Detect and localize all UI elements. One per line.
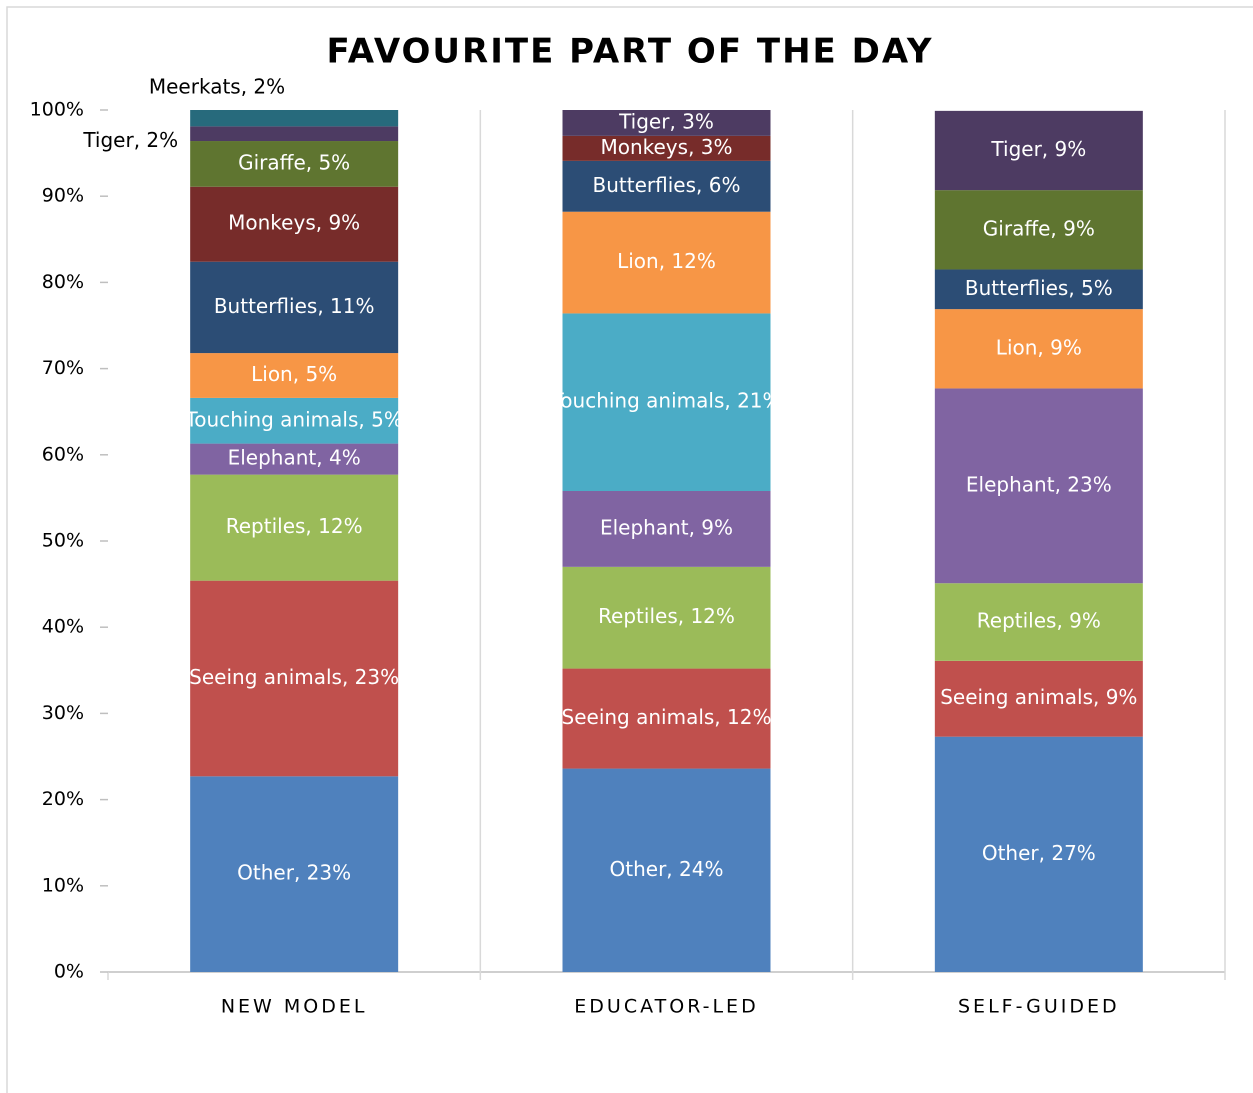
data-label: Elephant, 4% — [228, 446, 361, 470]
data-label: Seeing animals, 12% — [562, 705, 772, 729]
bar-segment — [190, 397, 399, 444]
bar-segment — [190, 580, 399, 777]
bar-segment — [562, 313, 771, 492]
data-label: Giraffe, 5% — [238, 150, 350, 174]
bar-segment — [934, 110, 1143, 191]
data-label: Other, 23% — [237, 861, 351, 885]
y-tick-label: 60% — [42, 443, 84, 465]
bar-segment — [562, 160, 771, 212]
data-label: Giraffe, 9% — [983, 216, 1095, 240]
y-tick-label: 10% — [42, 874, 84, 896]
bar-segment — [562, 211, 771, 314]
y-tick-label: 30% — [42, 702, 84, 724]
y-tick-label: 40% — [42, 616, 84, 638]
data-label: Other, 27% — [982, 841, 1096, 865]
data-label: Lion, 5% — [251, 362, 337, 386]
x-tick-label: EDUCATOR-LED — [574, 996, 758, 1018]
data-label: Other, 24% — [610, 857, 724, 881]
data-label: Touching animals, 21% — [550, 389, 781, 413]
y-tick-label: 100% — [30, 99, 84, 121]
data-label: Monkeys, 9% — [228, 211, 360, 235]
bar-segment — [934, 583, 1143, 661]
bar-segment — [190, 776, 399, 972]
bar-segment — [934, 309, 1143, 389]
data-label: Reptiles, 12% — [598, 604, 735, 628]
y-tick-label: 70% — [42, 357, 84, 379]
bar-segment — [562, 491, 771, 567]
bar-segment — [934, 269, 1143, 310]
data-label: Lion, 12% — [617, 249, 716, 273]
y-tick-label: 80% — [42, 271, 84, 293]
bar-segment — [562, 768, 771, 972]
y-tick-label: 50% — [42, 530, 84, 552]
x-tick-label: SELF-GUIDED — [958, 996, 1120, 1018]
data-label: Seeing animals, 9% — [940, 685, 1137, 709]
data-label: Tiger, 9% — [990, 137, 1086, 161]
bar-segment — [190, 261, 399, 354]
data-label: Monkeys, 3% — [600, 135, 732, 159]
data-label: Butterflies, 11% — [214, 294, 375, 318]
y-tick-label: 0% — [54, 961, 84, 983]
chart-frame — [6, 6, 1253, 1093]
data-label: Butterflies, 5% — [965, 276, 1113, 300]
data-label: Tiger, 2% — [82, 128, 178, 152]
bar-segment — [934, 388, 1143, 584]
bar-segment — [190, 110, 399, 127]
data-label: Reptiles, 12% — [226, 514, 363, 538]
bar-segment — [190, 186, 399, 262]
bar-segment — [190, 443, 399, 475]
bar-segment — [934, 190, 1143, 270]
data-label: Elephant, 9% — [600, 515, 733, 539]
bar-segment — [190, 353, 399, 398]
data-label: Touching animals, 5% — [184, 407, 402, 431]
bar-segment — [190, 126, 399, 142]
bar-segment — [562, 668, 771, 769]
chart-title: FAVOURITE PART OF THE DAY — [326, 32, 933, 72]
bar-segment — [190, 474, 399, 581]
data-label: Meerkats, 2% — [149, 75, 285, 99]
bar-segment — [562, 566, 771, 669]
bar-segment — [934, 660, 1143, 737]
x-tick-label: NEW MODEL — [221, 996, 368, 1018]
data-label: Tiger, 3% — [618, 109, 714, 133]
data-label: Butterflies, 6% — [593, 173, 741, 197]
bar-segment — [934, 736, 1143, 972]
y-tick-label: 20% — [42, 788, 84, 810]
data-label: Elephant, 23% — [966, 472, 1112, 496]
y-tick-label: 90% — [42, 185, 84, 207]
data-label: Reptiles, 9% — [977, 609, 1101, 633]
data-label: Seeing animals, 23% — [189, 665, 399, 689]
bar-segment — [190, 141, 399, 187]
bar-segment — [562, 135, 771, 161]
data-label: Lion, 9% — [996, 335, 1082, 359]
bar-segment — [562, 110, 771, 136]
